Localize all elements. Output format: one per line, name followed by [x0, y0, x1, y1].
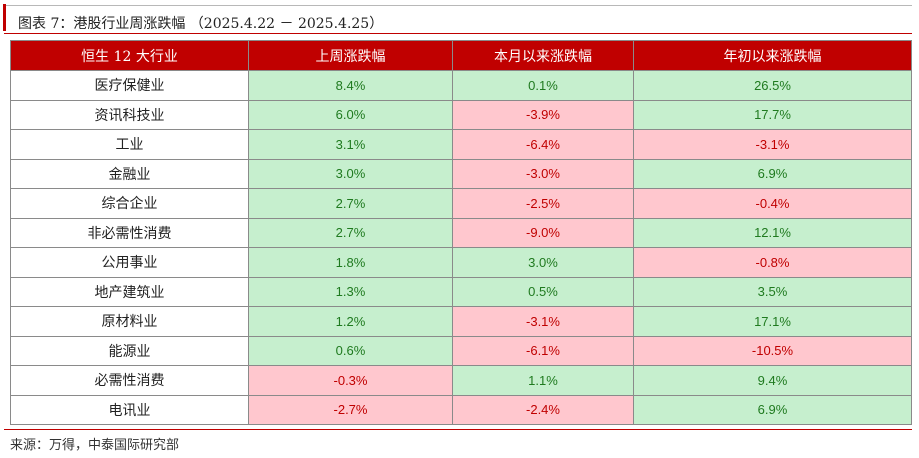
month-change-cell: -3.9%: [452, 99, 634, 130]
table-row: 资讯科技业 6.0% -3.9% 17.7%: [10, 99, 912, 130]
ytd-change-cell: -0.8%: [633, 247, 912, 278]
title-bar: 图表 7：港股行业周涨跌幅 （2025.4.22 － 2025.4.25）: [3, 4, 912, 36]
ytd-change-cell: 17.7%: [633, 99, 912, 130]
table-row: 工业 3.1% -6.4% -3.1%: [10, 129, 912, 160]
table-row: 地产建筑业 1.3% 0.5% 3.5%: [10, 276, 912, 307]
header-industry: 恒生 12 大行业: [10, 40, 249, 71]
table-body: 医疗保健业 8.4% 0.1% 26.5% 资讯科技业 6.0% -3.9% 17.7% 工业 3…: [10, 70, 912, 425]
industry-cell: 综合企业: [10, 188, 249, 219]
industry-cell: 医疗保健业: [10, 70, 249, 101]
industry-cell: 电讯业: [10, 394, 249, 425]
table-row: 金融业 3.0% -3.0% 6.9%: [10, 158, 912, 189]
ytd-change-cell: 6.9%: [633, 394, 912, 425]
month-change-cell: -9.0%: [452, 217, 634, 248]
industry-cell: 工业: [10, 129, 249, 160]
ytd-change-cell: 9.4%: [633, 365, 912, 396]
table-row: 能源业 0.6% -6.1% -10.5%: [10, 335, 912, 366]
month-change-cell: 1.1%: [452, 365, 634, 396]
week-change-cell: 6.0%: [248, 99, 453, 130]
industry-cell: 能源业: [10, 335, 249, 366]
industry-cell: 非必需性消费: [10, 217, 249, 248]
week-change-cell: 1.2%: [248, 306, 453, 337]
week-change-cell: 1.8%: [248, 247, 453, 278]
title-accent-bar: [3, 4, 6, 31]
week-change-cell: 3.0%: [248, 158, 453, 189]
table-header-row: 恒生 12 大行业 上周涨跌幅 本月以来涨跌幅 年初以来涨跌幅: [10, 40, 912, 71]
ytd-change-cell: -10.5%: [633, 335, 912, 366]
week-change-cell: -0.3%: [248, 365, 453, 396]
header-month-change: 本月以来涨跌幅: [452, 40, 634, 71]
week-change-cell: 2.7%: [248, 188, 453, 219]
header-week-change: 上周涨跌幅: [248, 40, 453, 71]
industry-cell: 资讯科技业: [10, 99, 249, 130]
ytd-change-cell: 17.1%: [633, 306, 912, 337]
month-change-cell: 3.0%: [452, 247, 634, 278]
week-change-cell: 3.1%: [248, 129, 453, 160]
industry-returns-table: 恒生 12 大行业 上周涨跌幅 本月以来涨跌幅 年初以来涨跌幅 医疗保健业 8.4…: [10, 40, 912, 425]
table-row: 原材料业 1.2% -3.1% 17.1%: [10, 306, 912, 337]
ytd-change-cell: 3.5%: [633, 276, 912, 307]
table-row: 医疗保健业 8.4% 0.1% 26.5%: [10, 70, 912, 101]
month-change-cell: -2.4%: [452, 394, 634, 425]
title-divider: [4, 33, 912, 34]
month-change-cell: -3.1%: [452, 306, 634, 337]
month-change-cell: -2.5%: [452, 188, 634, 219]
week-change-cell: -2.7%: [248, 394, 453, 425]
table-row: 必需性消费 -0.3% 1.1% 9.4%: [10, 365, 912, 396]
header-ytd-change: 年初以来涨跌幅: [633, 40, 912, 71]
table-row: 非必需性消费 2.7% -9.0% 12.1%: [10, 217, 912, 248]
ytd-change-cell: 26.5%: [633, 70, 912, 101]
figure-title: 图表 7：港股行业周涨跌幅 （2025.4.22 － 2025.4.25）: [18, 16, 384, 32]
month-change-cell: 0.1%: [452, 70, 634, 101]
industry-cell: 必需性消费: [10, 365, 249, 396]
ytd-change-cell: 6.9%: [633, 158, 912, 189]
table-row: 电讯业 -2.7% -2.4% 6.9%: [10, 394, 912, 425]
week-change-cell: 0.6%: [248, 335, 453, 366]
week-change-cell: 8.4%: [248, 70, 453, 101]
source-note: 来源：万得，中泰国际研究部: [10, 438, 180, 453]
ytd-change-cell: -3.1%: [633, 129, 912, 160]
table-row: 公用事业 1.8% 3.0% -0.8%: [10, 247, 912, 278]
month-change-cell: -6.1%: [452, 335, 634, 366]
industry-cell: 金融业: [10, 158, 249, 189]
industry-cell: 原材料业: [10, 306, 249, 337]
week-change-cell: 1.3%: [248, 276, 453, 307]
ytd-change-cell: -0.4%: [633, 188, 912, 219]
month-change-cell: -3.0%: [452, 158, 634, 189]
ytd-change-cell: 12.1%: [633, 217, 912, 248]
industry-cell: 地产建筑业: [10, 276, 249, 307]
month-change-cell: 0.5%: [452, 276, 634, 307]
month-change-cell: -6.4%: [452, 129, 634, 160]
table-row: 综合企业 2.7% -2.5% -0.4%: [10, 188, 912, 219]
industry-cell: 公用事业: [10, 247, 249, 278]
bottom-divider: [4, 429, 912, 430]
week-change-cell: 2.7%: [248, 217, 453, 248]
